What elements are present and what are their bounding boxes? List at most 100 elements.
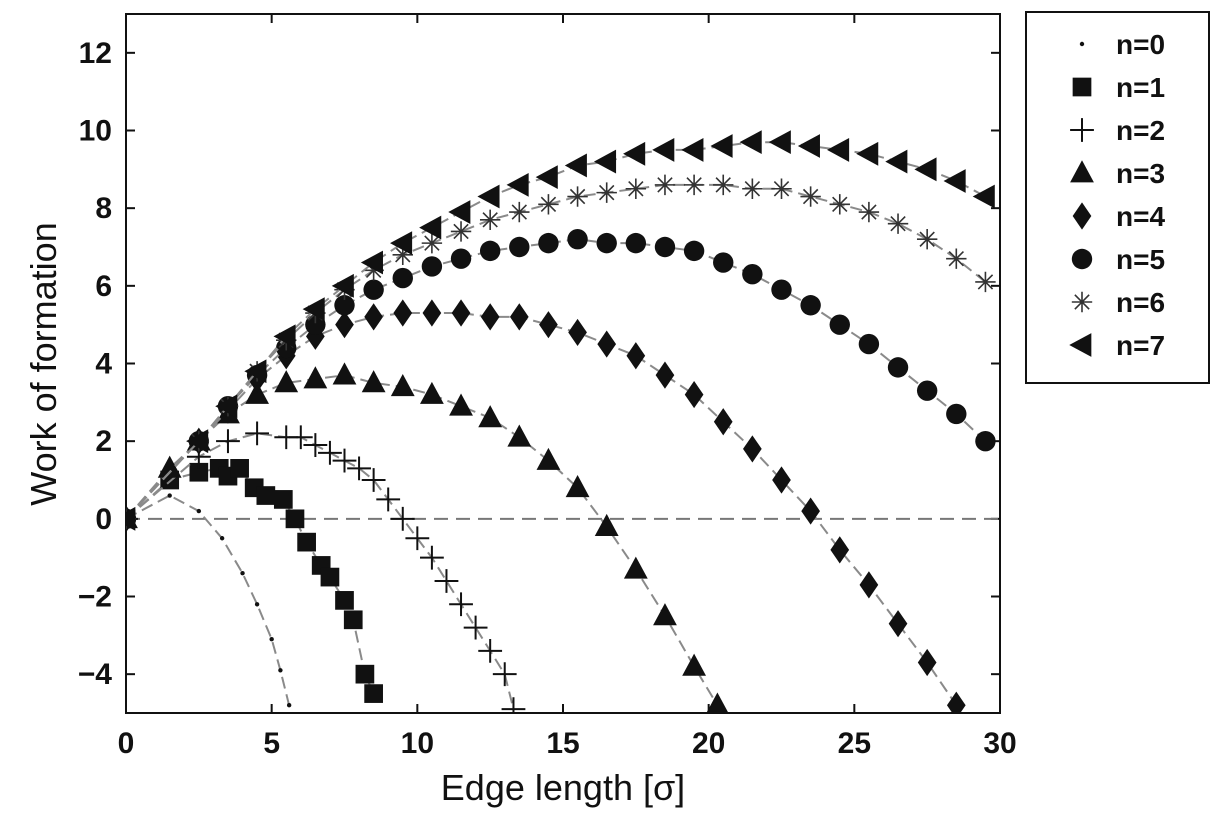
data-point [335,591,354,610]
data-point [393,299,413,327]
data-point [347,456,371,481]
data-point [682,653,706,676]
data-point [360,250,383,275]
data-point [681,138,704,162]
legend-marker [1071,248,1093,270]
data-point [597,330,617,358]
data-point [463,615,488,640]
x-tick-label: 5 [263,727,280,760]
x-tick-label: 25 [838,727,871,760]
data-point [334,295,355,316]
data-point [189,462,209,482]
data-point [596,182,617,203]
data-point [739,130,762,155]
plot-area [125,13,1001,714]
data-point [827,138,850,162]
data-point [421,232,443,254]
data-point [683,240,705,262]
data-point [946,691,966,713]
data-point [565,475,590,498]
data-point [768,130,791,155]
data-point [361,370,386,393]
legend-items: n=0 n=1 n=2 n=3 n=4 n=5 n=6 n=7 [1069,29,1165,361]
data-point [286,703,292,708]
data-point [332,362,357,385]
data-point [859,571,879,599]
data-point [800,295,821,316]
y-tick-label: 8 [95,192,112,225]
data-point [449,592,473,617]
data-point [655,361,675,389]
data-point [830,536,850,564]
data-point [917,648,937,677]
y-tick-labels: −4 −2 0 2 4 6 8 10 12 [78,37,113,691]
data-point [450,221,472,242]
data-point [302,297,325,322]
data-point [364,303,383,331]
y-tick-label: 12 [79,37,112,70]
data-point [975,430,996,452]
data-point [771,178,792,199]
data-point [451,299,471,327]
data-point [244,359,267,384]
data-point [363,279,384,300]
data-point [186,429,209,454]
legend-label: n=5 [1116,244,1165,275]
y-tick-label: 4 [95,348,112,381]
data-point [215,394,238,419]
data-point [479,240,501,262]
data-point [856,141,879,166]
data-point [596,232,617,254]
data-point [653,603,677,626]
data-point [216,429,240,454]
data-point [509,303,529,331]
data-point [946,248,967,269]
legend-marker [1072,77,1092,97]
data-point [363,260,384,281]
data-point [405,526,430,551]
legend-marker [1079,41,1085,47]
data-point [392,267,413,289]
x-tick-label: 10 [401,727,434,760]
data-point [335,311,354,339]
data-point [278,668,283,673]
data-point [390,374,415,397]
legend-item: n=1 [1072,72,1165,103]
data-point [539,311,558,339]
data-point [303,433,328,457]
data-point [625,232,647,254]
data-point [567,186,588,207]
legend-item: n=2 [1070,115,1165,146]
data-point [332,448,357,473]
data-point [256,486,276,505]
data-point [230,459,249,478]
data-point [772,466,791,494]
data-point [654,236,676,258]
data-point [478,638,503,663]
data-point [420,381,444,404]
data-point [240,571,245,576]
data-point [742,178,763,199]
data-point [975,271,996,293]
y-tick-label: 6 [95,270,112,303]
legend-marker [1072,202,1092,230]
y-tick-label: 2 [95,425,112,458]
data-point [303,366,328,389]
data-point [219,536,225,541]
data-point [623,556,648,579]
data-point [273,490,293,509]
data-point [478,405,503,428]
data-point [684,380,704,409]
data-point [564,153,587,178]
data-point [343,610,363,630]
series-layer [126,130,996,713]
data-point [623,141,646,166]
data-point [196,508,202,514]
legend-item: n=5 [1071,244,1165,275]
data-point [887,357,909,378]
series-n=7 [126,130,995,531]
data-point [916,380,938,401]
legend-marker [1070,118,1094,142]
data-point [320,567,340,587]
